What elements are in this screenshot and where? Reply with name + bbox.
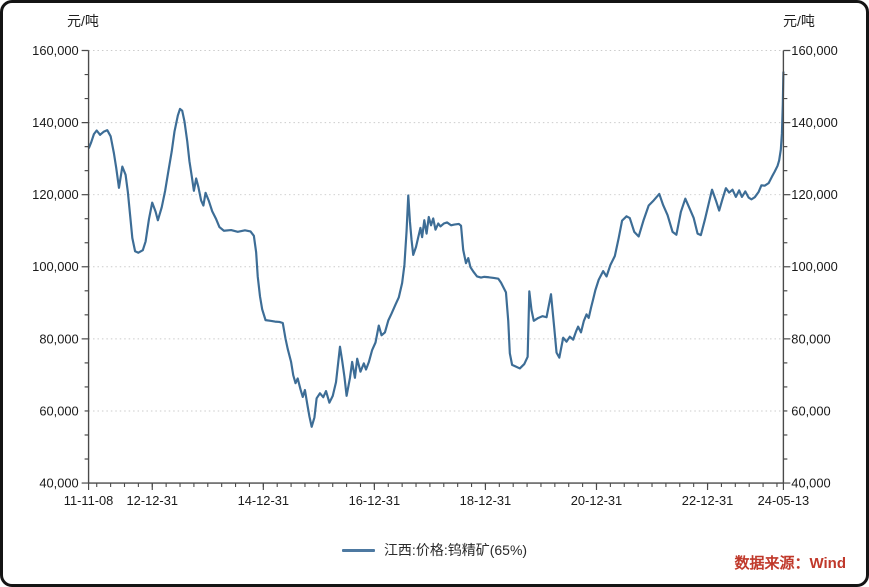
data-source-note: 数据来源：Wind: [734, 555, 846, 572]
x-axis-tick-label: 11-11-08: [64, 493, 114, 508]
price-series-line: [87, 71, 785, 428]
legend-line-sample-icon: [341, 548, 375, 552]
x-axis-tick-label: 20-12-31: [571, 493, 622, 508]
x-axis-tick-label: 14-12-31: [238, 493, 289, 508]
y-axis-tick-label: 100,000: [32, 259, 78, 274]
y-axis-tick-label: 140,000: [32, 115, 78, 130]
x-axis-tick-label: 12-12-31: [127, 493, 178, 508]
price-line-chart: 40,000 40,000 60,000 60,000 80,000 80,000 100,…: [32, 43, 838, 508]
y-axis-tick-label: 140,000: [791, 115, 837, 130]
y-axis-tick-label: 40,000: [39, 475, 78, 490]
x-axis-tick-label: 16-12-31: [349, 493, 400, 508]
legend: 江西:价格:钨精矿(65%): [3, 540, 866, 560]
y-axis-tick-label: 160,000: [32, 43, 78, 58]
y-axis-tick-label: 40,000: [791, 475, 830, 490]
x-axis-tick-label: 24-05-13: [758, 493, 809, 508]
x-axis-tick-label: 22-12-31: [682, 493, 733, 508]
y-axis-tick-label: 100,000: [791, 259, 837, 274]
x-axis-tick-label: 18-12-31: [460, 493, 511, 508]
y-axis-tick-label: 80,000: [791, 331, 830, 346]
y-axis-tick-label: 60,000: [39, 403, 78, 418]
y-axis-tick-label: 120,000: [32, 187, 78, 202]
y-axis-tick-label: 120,000: [791, 187, 837, 202]
y-axis-unit-left: 元/吨: [67, 13, 99, 29]
y-axis-tick-label: 160,000: [791, 43, 837, 58]
legend-series-label: 江西:价格:钨精矿(65%): [383, 542, 528, 558]
y-axis-unit-right: 元/吨: [783, 13, 815, 29]
y-axis-tick-label: 60,000: [791, 403, 830, 418]
y-axis-tick-label: 80,000: [39, 331, 78, 346]
